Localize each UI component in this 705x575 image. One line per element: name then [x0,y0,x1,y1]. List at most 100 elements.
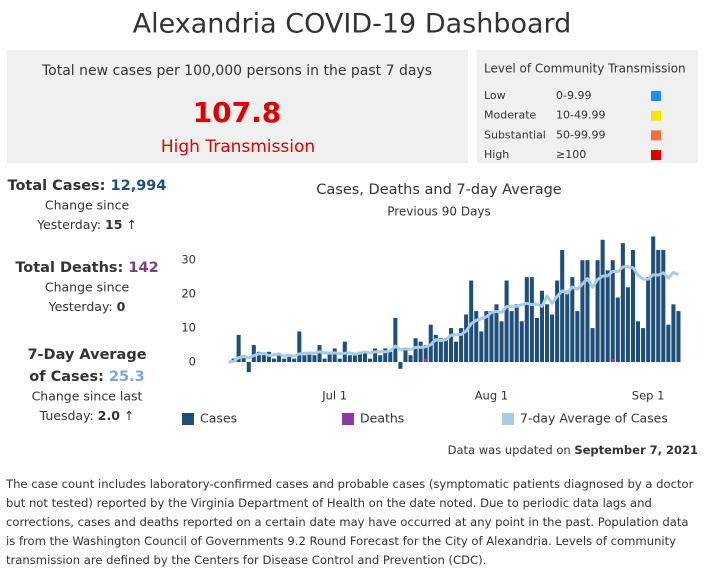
bar [595,260,600,363]
legend-label: 7-day Average of Cases [520,411,668,426]
bar [272,358,277,363]
bar [550,314,555,363]
bar [454,341,459,363]
stat-change-value: 15 [105,217,122,232]
level-swatch [651,110,661,121]
bar [312,355,317,363]
bar [418,341,423,363]
bar [423,358,428,363]
stat-change-value: 2.0 [98,408,120,423]
bar [499,321,504,363]
bar [630,249,635,363]
bar [383,348,388,363]
page-title: Alexandria COVID-19 Dashboard [133,9,572,40]
bar [413,338,418,363]
bar [347,355,352,363]
bar [297,331,302,363]
bar [666,324,671,363]
legend-label: Deaths [360,411,404,426]
bar [408,355,413,363]
bar [241,355,246,363]
bar [585,260,590,363]
bar [378,355,383,363]
bar [575,311,580,363]
bar [610,260,615,363]
bar [545,304,550,363]
bar [403,348,408,363]
rate-box [7,50,468,163]
bar [671,304,676,363]
level-range: ≥100 [556,148,586,161]
rate-heading: Total new cases per 100,000 persons in t… [41,63,432,79]
y-tick-label: 30 [181,253,196,267]
bar [287,355,292,363]
stat-change-label: Change since [45,280,130,295]
bar [469,280,474,363]
level-range: 50-99.99 [556,128,605,141]
bar [282,358,287,363]
level-box [477,50,698,163]
average-line [228,265,680,364]
level-name: High [484,148,509,161]
bar [484,311,489,363]
bar [620,243,625,363]
bar [646,277,651,363]
legend-swatch [182,413,194,425]
stat-arrow: ↑ [124,408,134,423]
level-heading: Level of Community Transmission [484,62,686,76]
y-tick-label: 20 [181,287,196,301]
y-tick-label: 0 [189,355,196,369]
bar [368,358,373,363]
bar [261,355,266,363]
legend-swatch [502,413,514,425]
bar [570,277,575,363]
stat-change-label: Change since [45,198,130,213]
bar [393,317,398,363]
stat-label: of Cases: [29,369,104,385]
bar [474,311,479,363]
bar [433,334,438,363]
level-name: Moderate [484,109,537,122]
chart-title: Cases, Deaths and 7-day Average [316,182,562,198]
bar [438,338,443,363]
bar [448,328,453,363]
bar [332,348,337,363]
level-swatch [651,150,661,161]
bar [524,277,529,363]
bar [605,270,610,363]
stat-change-when: Yesterday: [36,217,101,232]
level-name: Low [484,89,506,102]
bar [251,345,256,363]
level-swatch [651,130,661,141]
bar [256,351,261,363]
bar [676,311,681,363]
bar [337,358,342,363]
bar [479,331,484,363]
stat-value: 142 [128,260,158,276]
legend-label: Cases [200,411,237,426]
stat-change-label: Change since last [32,389,143,404]
stat-label-line: Total Deaths: 142 [15,260,158,276]
bar [519,321,524,363]
bar [565,290,570,363]
bar [327,351,332,363]
stat-arrow: ↑ [126,217,136,232]
bar [539,290,544,363]
bar [388,351,393,363]
y-tick-label: 10 [181,321,196,335]
footnote: The case count includes laboratory-confi… [6,477,694,567]
bar [398,362,403,369]
bar [560,249,565,363]
bar [534,317,539,363]
bar [615,297,620,363]
updated-label: Data was updated on [448,443,571,457]
updated-note: Data was updated on September 7, 2021 [448,443,698,457]
bar [661,249,666,363]
stat-label-line: of Cases: 25.3 [29,369,144,385]
bar [529,277,534,363]
bar [494,304,499,363]
bar [504,280,509,363]
dashboard-canvas: Alexandria COVID-19 Dashboard Total new … [7,9,698,457]
level-range: 0-9.99 [556,89,591,102]
bar [373,348,378,363]
